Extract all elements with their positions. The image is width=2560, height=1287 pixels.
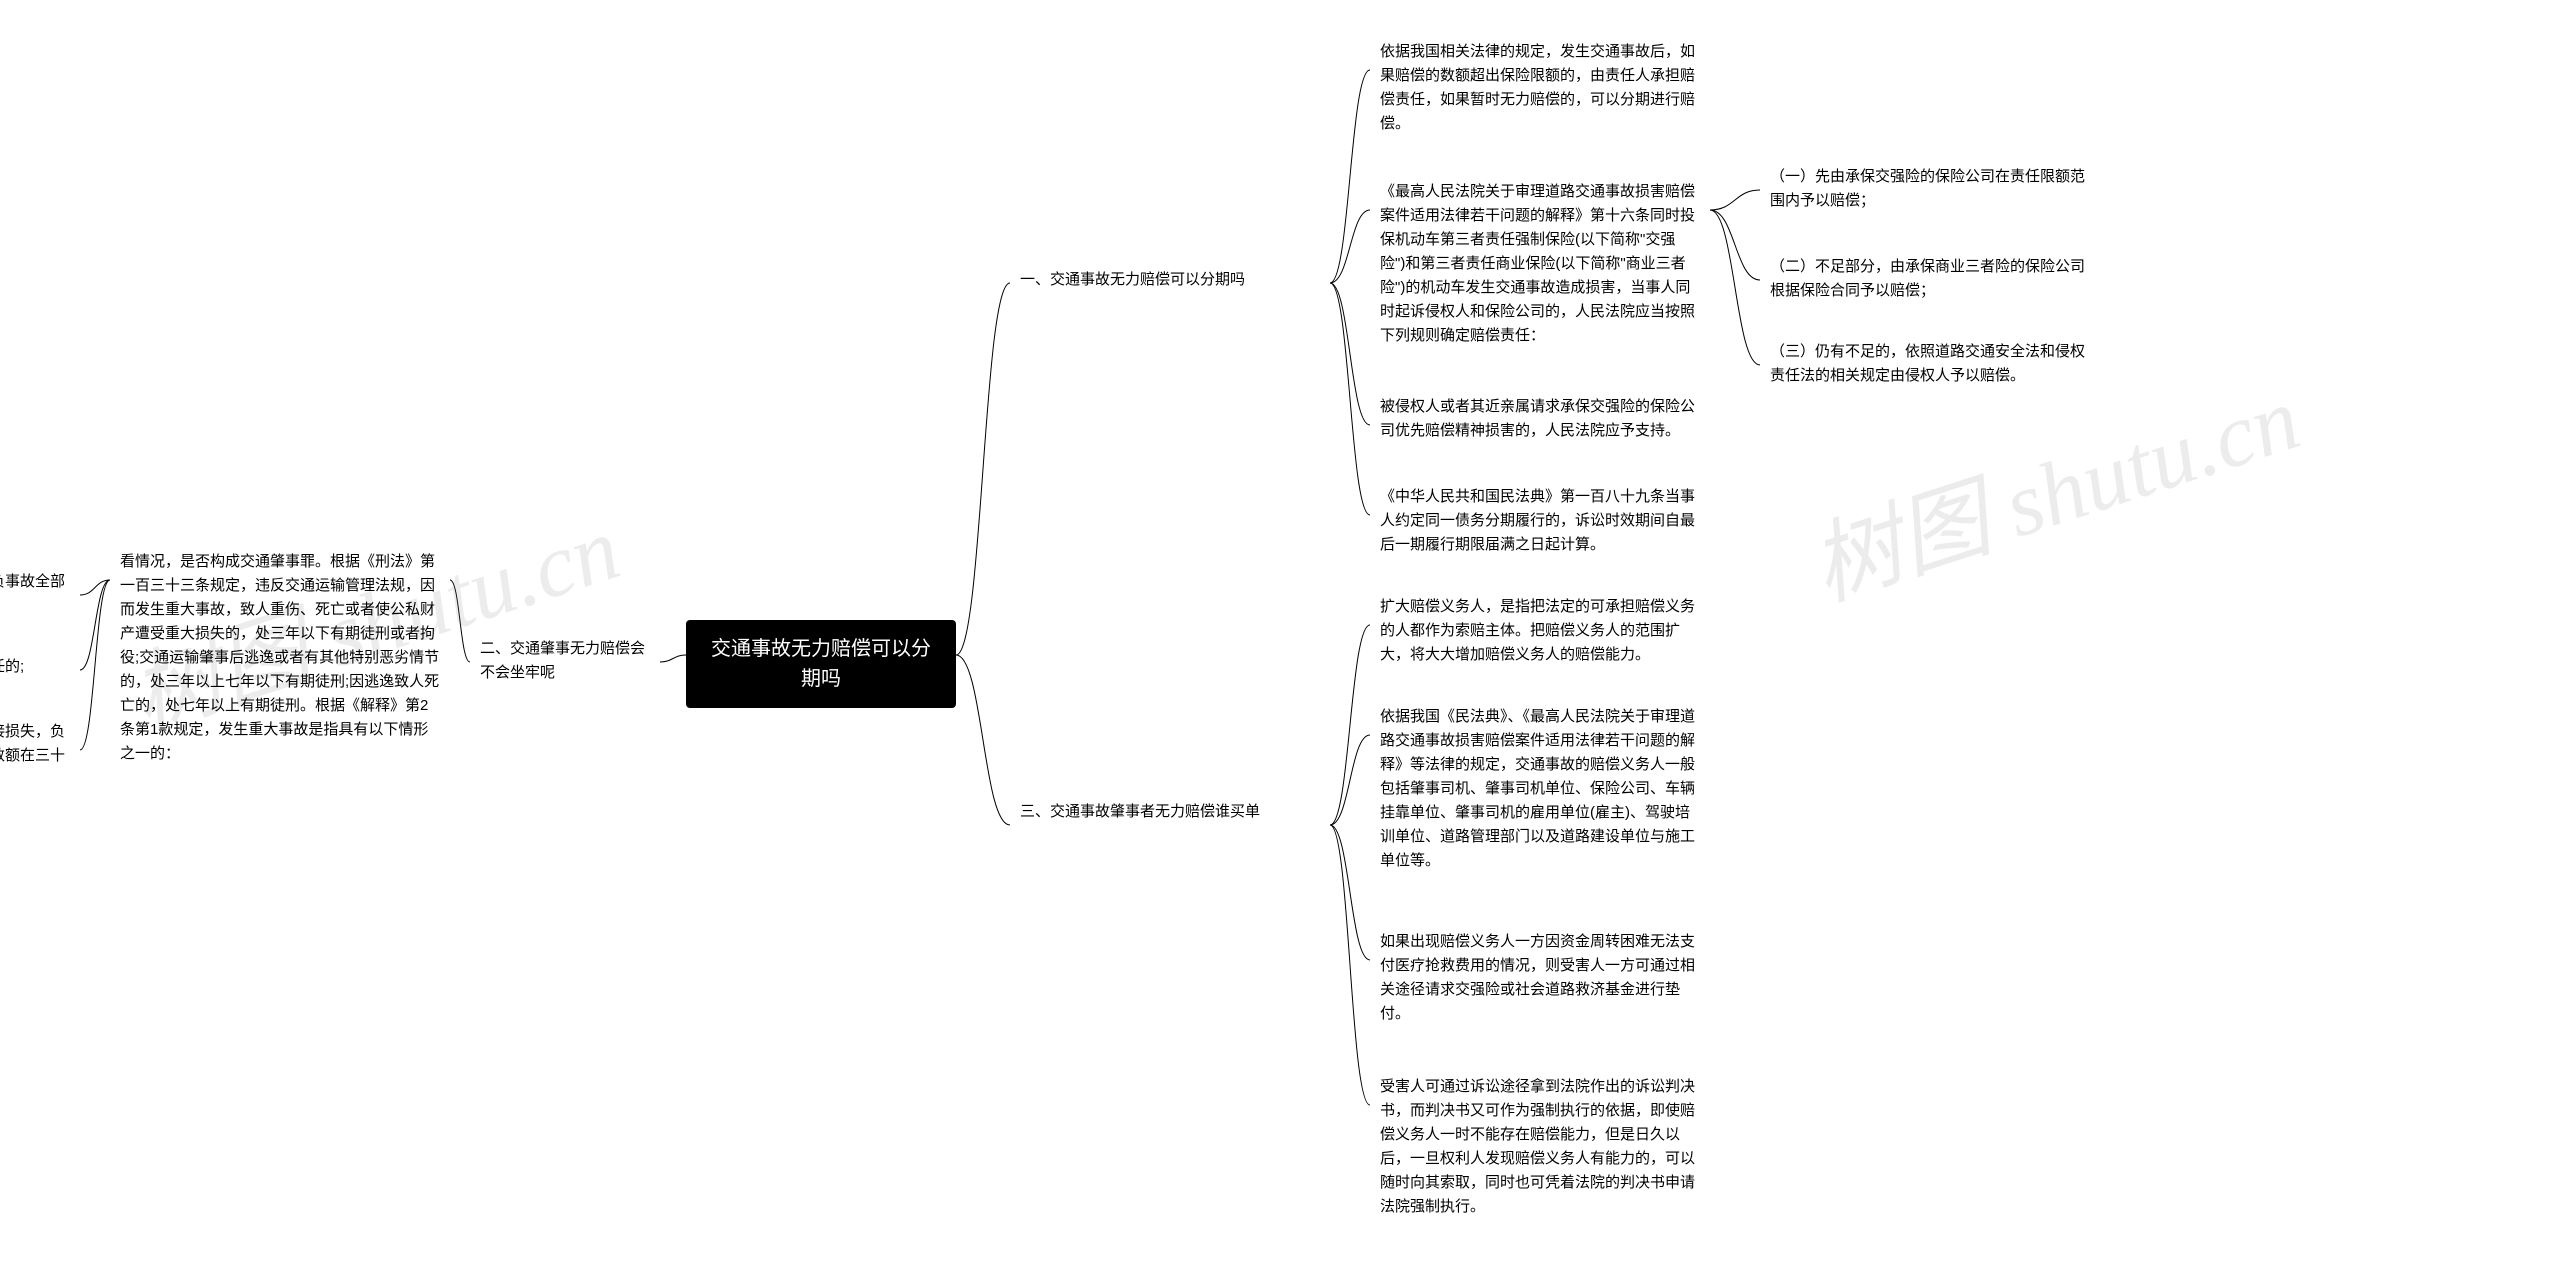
mindmap-node: 三、交通事故肇事者无力赔偿谁买单	[1020, 800, 1320, 824]
mindmap-node: 受害人可通过诉讼途径拿到法院作出的诉讼判决书，而判决书又可作为强制执行的依据，即…	[1380, 1075, 1700, 1219]
mindmap-node: 如果出现赔偿义务人一方因资金周转困难无法支付医疗抢救费用的情况，则受害人一方可通…	[1380, 930, 1700, 1026]
mindmap-node: 依据我国相关法律的规定，发生交通事故后，如果赔偿的数额超出保险限额的，由责任人承…	[1380, 40, 1700, 136]
mindmap-node: （一）先由承保交强险的保险公司在责任限额范围内予以赔偿；	[1770, 165, 2090, 213]
mindmap-node: 依据我国《民法典》、《最高人民法院关于审理道路交通事故损害赔偿案件适用法律若干问…	[1380, 705, 1700, 873]
mindmap-node: 扩大赔偿义务人，是指把法定的可承担赔偿义务的人都作为索赔主体。把赔偿义务人的范围…	[1380, 595, 1700, 667]
mindmap-node: （三）造成公共财产或者他人财产直接损失，负事故全部或者主要责任，无能力赔偿数额在…	[0, 720, 70, 792]
mindmap-node: 看情况，是否构成交通肇事罪。根据《刑法》第一百三十三条规定，违反交通运输管理法规…	[120, 550, 440, 766]
mindmap-node: 二、交通肇事无力赔偿会不会坐牢呢	[480, 637, 650, 685]
mindmap-node: （二）死亡三人以上，负事故同等责任的;	[0, 655, 70, 679]
mindmap-node: （二）不足部分，由承保商业三者险的保险公司根据保险合同予以赔偿；	[1770, 255, 2090, 303]
mindmap-node: 一、交通事故无力赔偿可以分期吗	[1020, 268, 1320, 292]
mindmap-node: （三）仍有不足的，依照道路交通安全法和侵权责任法的相关规定由侵权人予以赔偿。	[1770, 340, 2090, 388]
mindmap-node: （一）死亡一人或者重伤三人以上，负事故全部或者主要责任的;	[0, 570, 70, 618]
mindmap-node: 被侵权人或者其近亲属请求承保交强险的保险公司优先赔偿精神损害的，人民法院应予支持…	[1380, 395, 1700, 443]
mindmap-node: 《中华人民共和国民法典》第一百八十九条当事人约定同一债务分期履行的，诉讼时效期间…	[1380, 485, 1700, 557]
mindmap-root: 交通事故无力赔偿可以分期吗	[686, 620, 956, 708]
mindmap-node: 《最高人民法院关于审理道路交通事故损害赔偿案件适用法律若干问题的解释》第十六条同…	[1380, 180, 1700, 348]
